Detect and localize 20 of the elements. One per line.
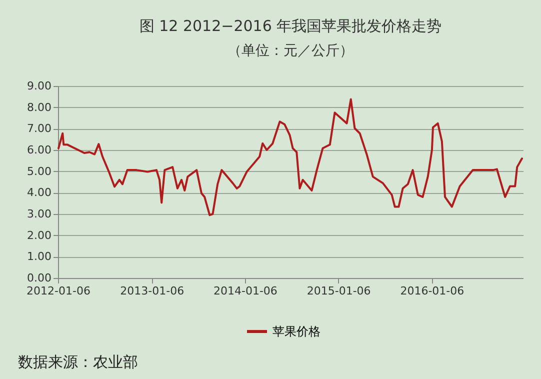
y-tick-label: 1.00 — [27, 250, 52, 264]
y-tick-label: 9.00 — [27, 80, 52, 92]
chart-subtitle: （单位：元／公斤） — [228, 43, 354, 59]
x-tick-label: 2013-01-06 — [120, 284, 184, 298]
line-series — [58, 98, 523, 216]
x-tick-label: 2014-01-06 — [214, 284, 278, 298]
x-tick-label: 2016-01-06 — [400, 284, 464, 298]
source-note: 数据来源：农业部 — [18, 353, 138, 371]
y-tick-label: 7.00 — [27, 122, 52, 136]
y-tick-label: 6.00 — [27, 144, 52, 156]
x-tick-label: 2015-01-06 — [306, 284, 371, 298]
y-tick-label: 2.00 — [27, 228, 52, 242]
legend-label: 苹果价格 — [272, 324, 320, 338]
y-tick-label: 8.00 — [27, 100, 52, 114]
chart-title: 图 12 2012−2016 年我国苹果批发价格走势 — [139, 17, 442, 35]
y-tick-label: 0.00 — [27, 272, 52, 284]
y-tick-label: 4.00 — [27, 186, 52, 200]
y-tick-label: 3.00 — [27, 208, 52, 220]
x-tick-label: 2012-01-06 — [26, 284, 90, 298]
y-tick-label: 5.00 — [27, 164, 52, 178]
